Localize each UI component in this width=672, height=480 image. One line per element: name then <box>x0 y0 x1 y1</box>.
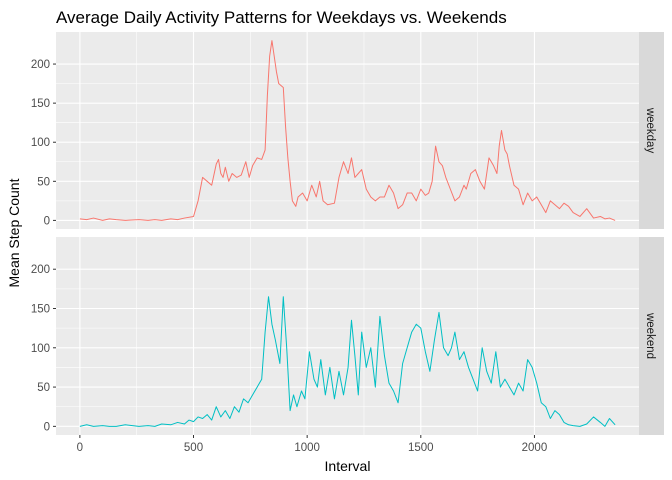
panel-weekday-y-axis: 0 50 100 150 200 <box>31 59 56 227</box>
x-tick-label: 500 <box>184 442 203 454</box>
y-tick-label: 50 <box>37 176 50 188</box>
strip-weekend <box>639 237 664 435</box>
x-axis: 0 500 1000 1500 2000 <box>77 435 548 454</box>
x-tick-label: 2000 <box>522 442 548 454</box>
y-tick-label: 200 <box>31 264 50 276</box>
y-tick-label: 0 <box>44 421 50 433</box>
y-tick-label: 100 <box>31 343 50 355</box>
strip-weekday <box>639 32 664 229</box>
y-tick-label: 0 <box>44 215 50 227</box>
y-axis-title: Mean Step Count <box>6 178 22 287</box>
panel-weekday-background <box>56 32 639 229</box>
series-line-weekend <box>79 296 616 427</box>
panel-weekend: weekend 0 50 100 150 200 <box>31 237 664 435</box>
y-tick-label: 150 <box>31 98 50 110</box>
panel-weekend-gridlines <box>56 237 639 435</box>
y-tick-label: 200 <box>31 59 50 71</box>
strip-weekend-label: weekend <box>644 312 656 359</box>
panel-weekday-series <box>79 40 616 221</box>
y-tick-label: 150 <box>31 304 50 316</box>
panel-weekend-y-axis: 0 50 100 150 200 <box>31 264 56 433</box>
x-tick-label: 0 <box>77 442 83 454</box>
panel-weekend-series <box>79 296 616 427</box>
strip-weekday-label: weekday <box>644 107 656 154</box>
x-tick-label: 1500 <box>408 442 434 454</box>
x-tick-label: 1000 <box>294 442 320 454</box>
panel-weekday-gridlines <box>56 32 639 229</box>
series-line-weekday <box>79 40 616 221</box>
panel-weekday: weekday 0 50 100 150 200 <box>31 32 664 229</box>
chart-title: Average Daily Activity Patterns for Week… <box>56 8 507 27</box>
y-tick-label: 50 <box>37 382 50 394</box>
y-tick-label: 100 <box>31 137 50 149</box>
x-axis-title: Interval <box>325 458 371 474</box>
panel-weekend-background <box>56 237 639 435</box>
